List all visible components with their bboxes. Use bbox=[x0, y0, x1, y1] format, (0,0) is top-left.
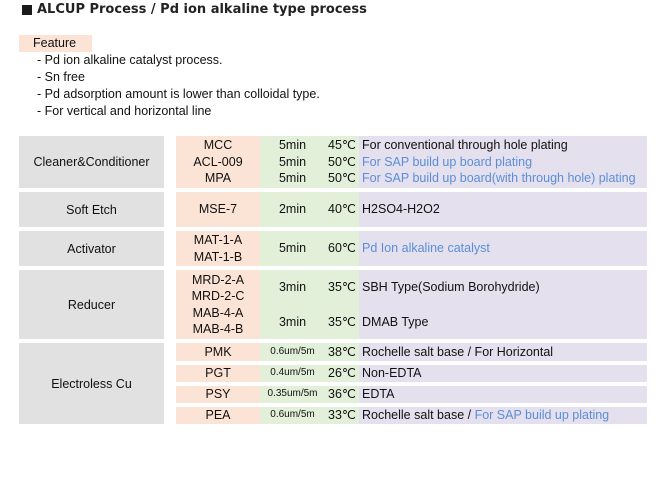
description-highlight: For SAP build up board plating bbox=[362, 154, 533, 169]
description-text: Non-EDTA bbox=[362, 366, 422, 381]
section-reducer: Reducer MRD-2-A MRD-2-C MAB-4-A MAB-4-B … bbox=[19, 270, 647, 339]
description: Rochelle salt base / For SAP build up pl… bbox=[359, 407, 647, 424]
row-divider bbox=[176, 403, 647, 407]
process-temps: 45℃ 50℃ 50℃ bbox=[325, 136, 359, 188]
chemical-code: PGT bbox=[176, 365, 260, 382]
feature-list: - Pd ion alkaline catalyst process. - Sn… bbox=[37, 52, 320, 120]
description: Non-EDTA bbox=[359, 365, 647, 382]
deposition-rate: 0.35um/5m bbox=[260, 386, 325, 403]
process-time: 5min bbox=[278, 171, 307, 186]
description: EDTA bbox=[359, 386, 647, 403]
process-temp: 45℃ bbox=[328, 138, 356, 153]
description: SBH Type(Sodium Borohydride) bbox=[362, 280, 540, 294]
feature-item: - For vertical and horizontal line bbox=[37, 104, 212, 118]
chemical-code: MAT-1-B bbox=[193, 249, 243, 264]
process-temp: 36℃ bbox=[325, 386, 359, 403]
description-text: EDTA bbox=[362, 387, 395, 402]
process-time: 3min bbox=[278, 280, 307, 294]
chemical-codes: MRD-2-A MRD-2-C MAB-4-A MAB-4-B bbox=[176, 270, 260, 339]
category-label: Cleaner&Conditioner bbox=[19, 136, 164, 188]
process-temps: 35℃ 35℃ bbox=[325, 270, 359, 339]
process-times: 5min 5min 5min bbox=[260, 136, 325, 188]
chemical-code: PEA bbox=[176, 407, 260, 424]
square-bullet-icon bbox=[22, 4, 32, 15]
deposition-rate: 0.6um/5m bbox=[260, 407, 325, 424]
process-temp: 35℃ bbox=[328, 314, 356, 329]
chemical-code: MAB-4-B bbox=[192, 322, 244, 336]
description-text: H2SO4-H2O2 bbox=[362, 202, 440, 217]
process-temp: 35℃ bbox=[328, 280, 356, 294]
chemical-codes: MAT-1-A MAT-1-B bbox=[176, 231, 260, 266]
section-soft-etch: Soft Etch MSE-7 2min 40℃ H2SO4-H2O2 bbox=[19, 192, 647, 227]
section-electroless-cu: Electroless Cu PMK 0.6um/5m 38℃ Rochelle… bbox=[19, 343, 647, 424]
description: Rochelle salt base / For Horizontal bbox=[359, 343, 647, 361]
descriptions: SBH Type(Sodium Borohydride) DMAB Type bbox=[359, 270, 647, 339]
description: DMAB Type bbox=[362, 314, 429, 329]
process-temp: 38℃ bbox=[325, 343, 359, 361]
description-text: Rochelle salt base / For SAP build up pl… bbox=[362, 407, 609, 424]
category-label: Soft Etch bbox=[19, 192, 164, 227]
process-temp: 50℃ bbox=[328, 171, 356, 186]
chemical-code: MSE-7 bbox=[176, 192, 260, 227]
process-time: 5min bbox=[260, 231, 325, 266]
description-highlight: For SAP build up plating bbox=[474, 408, 610, 423]
row-divider bbox=[176, 361, 647, 365]
process-time: 5min bbox=[278, 138, 307, 153]
chemical-code: MRD-2-A bbox=[191, 272, 245, 287]
chemical-code: MAB-4-A bbox=[192, 305, 244, 320]
description: Pd Ion alkaline catalyst bbox=[359, 231, 647, 266]
deposition-rate: 0.4um/5m bbox=[260, 365, 325, 382]
feature-item: - Sn free bbox=[37, 70, 85, 84]
category-label: Reducer bbox=[19, 270, 164, 339]
description: H2SO4-H2O2 bbox=[359, 192, 647, 227]
description: For conventional through hole plating bbox=[362, 138, 568, 153]
chemical-code: MPA bbox=[204, 171, 232, 186]
description-highlight: For SAP build up board(with through hole… bbox=[362, 171, 636, 186]
chemical-code: PSY bbox=[176, 386, 260, 403]
feature-item: - Pd ion alkaline catalyst process. bbox=[37, 53, 223, 67]
row-divider bbox=[176, 382, 647, 386]
chemical-code: MCC bbox=[203, 138, 233, 153]
process-temp: 60℃ bbox=[325, 231, 359, 266]
section-cleaner-conditioner: Cleaner&Conditioner MCC ACL-009 MPA 5min… bbox=[19, 136, 647, 188]
chemical-code: ACL-009 bbox=[193, 154, 243, 169]
chemical-code: MRD-2-C bbox=[191, 289, 245, 303]
process-time: 3min bbox=[278, 314, 307, 329]
page-title-text: ALCUP Process / Pd ion alkaline type pro… bbox=[37, 2, 367, 17]
process-temp: 50℃ bbox=[328, 154, 356, 169]
process-time: 5min bbox=[278, 154, 307, 169]
category-label: Electroless Cu bbox=[19, 343, 164, 424]
process-temp: 26℃ bbox=[325, 365, 359, 382]
section-activator: Activator MAT-1-A MAT-1-B 5min 60℃ Pd Io… bbox=[19, 231, 647, 266]
description-highlight: Pd Ion alkaline catalyst bbox=[362, 241, 490, 256]
process-times: 3min 3min bbox=[260, 270, 325, 339]
chemical-code: PMK bbox=[176, 343, 260, 361]
process-temp: 33℃ bbox=[325, 407, 359, 424]
category-label: Activator bbox=[19, 231, 164, 266]
process-time: 2min bbox=[260, 192, 325, 227]
feature-item: - Pd adsorption amount is lower than col… bbox=[37, 87, 320, 101]
description-text-plain: Rochelle salt base / bbox=[362, 408, 475, 423]
chemical-code: MAT-1-A bbox=[193, 233, 243, 247]
chemical-codes: MCC ACL-009 MPA bbox=[176, 136, 260, 188]
page-title: ALCUP Process / Pd ion alkaline type pro… bbox=[22, 2, 367, 17]
feature-label: Feature bbox=[19, 35, 92, 52]
description-text: Rochelle salt base / For Horizontal bbox=[362, 344, 554, 359]
deposition-rate: 0.6um/5m bbox=[260, 343, 325, 361]
process-temp: 40℃ bbox=[325, 192, 359, 227]
descriptions: For conventional through hole plating Fo… bbox=[359, 136, 647, 188]
